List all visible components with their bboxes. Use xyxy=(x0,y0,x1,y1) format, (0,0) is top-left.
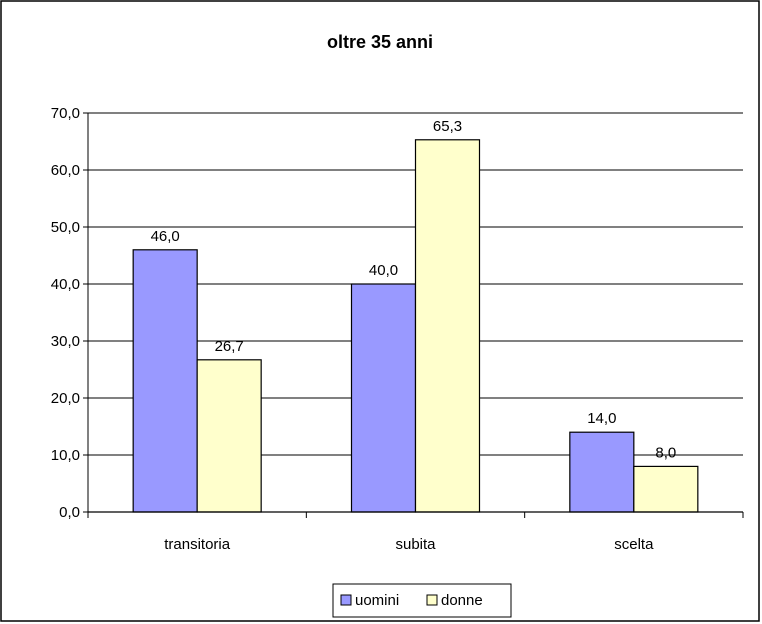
y-tick-label: 50,0 xyxy=(51,219,80,236)
chart-title: oltre 35 anni xyxy=(327,32,433,52)
data-label: 46,0 xyxy=(151,228,180,245)
y-tick-label: 60,0 xyxy=(51,162,80,179)
bar-uomini-subita xyxy=(350,283,417,513)
bar-uomini-scelta xyxy=(569,431,635,513)
y-tick-label: 0,0 xyxy=(59,504,80,521)
legend-label-donne: donne xyxy=(441,592,483,609)
bars xyxy=(132,139,699,513)
legend-swatch-donne xyxy=(426,594,438,606)
data-labels: 46,0 26,7 40,0 65,3 14,0 8,0 xyxy=(151,118,677,462)
y-tick-label: 70,0 xyxy=(51,105,80,122)
bar-donne-transitoria xyxy=(196,359,262,513)
bar-uomini-transitoria xyxy=(132,249,198,513)
x-tick-label: subita xyxy=(395,536,436,553)
bar-donne-subita xyxy=(414,139,481,513)
y-tick-label: 40,0 xyxy=(51,276,80,293)
legend-swatch-uomini xyxy=(340,594,352,606)
legend-label-uomini: uomini xyxy=(355,592,399,609)
y-tick-label: 30,0 xyxy=(51,333,80,350)
x-tick-label: scelta xyxy=(614,536,654,553)
data-label: 40,0 xyxy=(369,262,398,279)
data-label: 8,0 xyxy=(655,444,676,461)
bar-donne-scelta xyxy=(633,465,699,513)
x-tick-label: transitoria xyxy=(164,536,231,553)
y-tick-label: 10,0 xyxy=(51,447,80,464)
data-label: 26,7 xyxy=(215,338,244,355)
data-label: 65,3 xyxy=(433,118,462,135)
x-axis: transitoria subita scelta xyxy=(87,113,744,553)
legend: uomini donne xyxy=(332,583,512,618)
y-tick-label: 20,0 xyxy=(51,390,80,407)
data-label: 14,0 xyxy=(587,410,616,427)
y-axis-ticks: 0,0 10,0 20,0 30,0 40,0 50,0 60,0 70,0 xyxy=(51,105,88,521)
legend-box xyxy=(332,583,512,618)
